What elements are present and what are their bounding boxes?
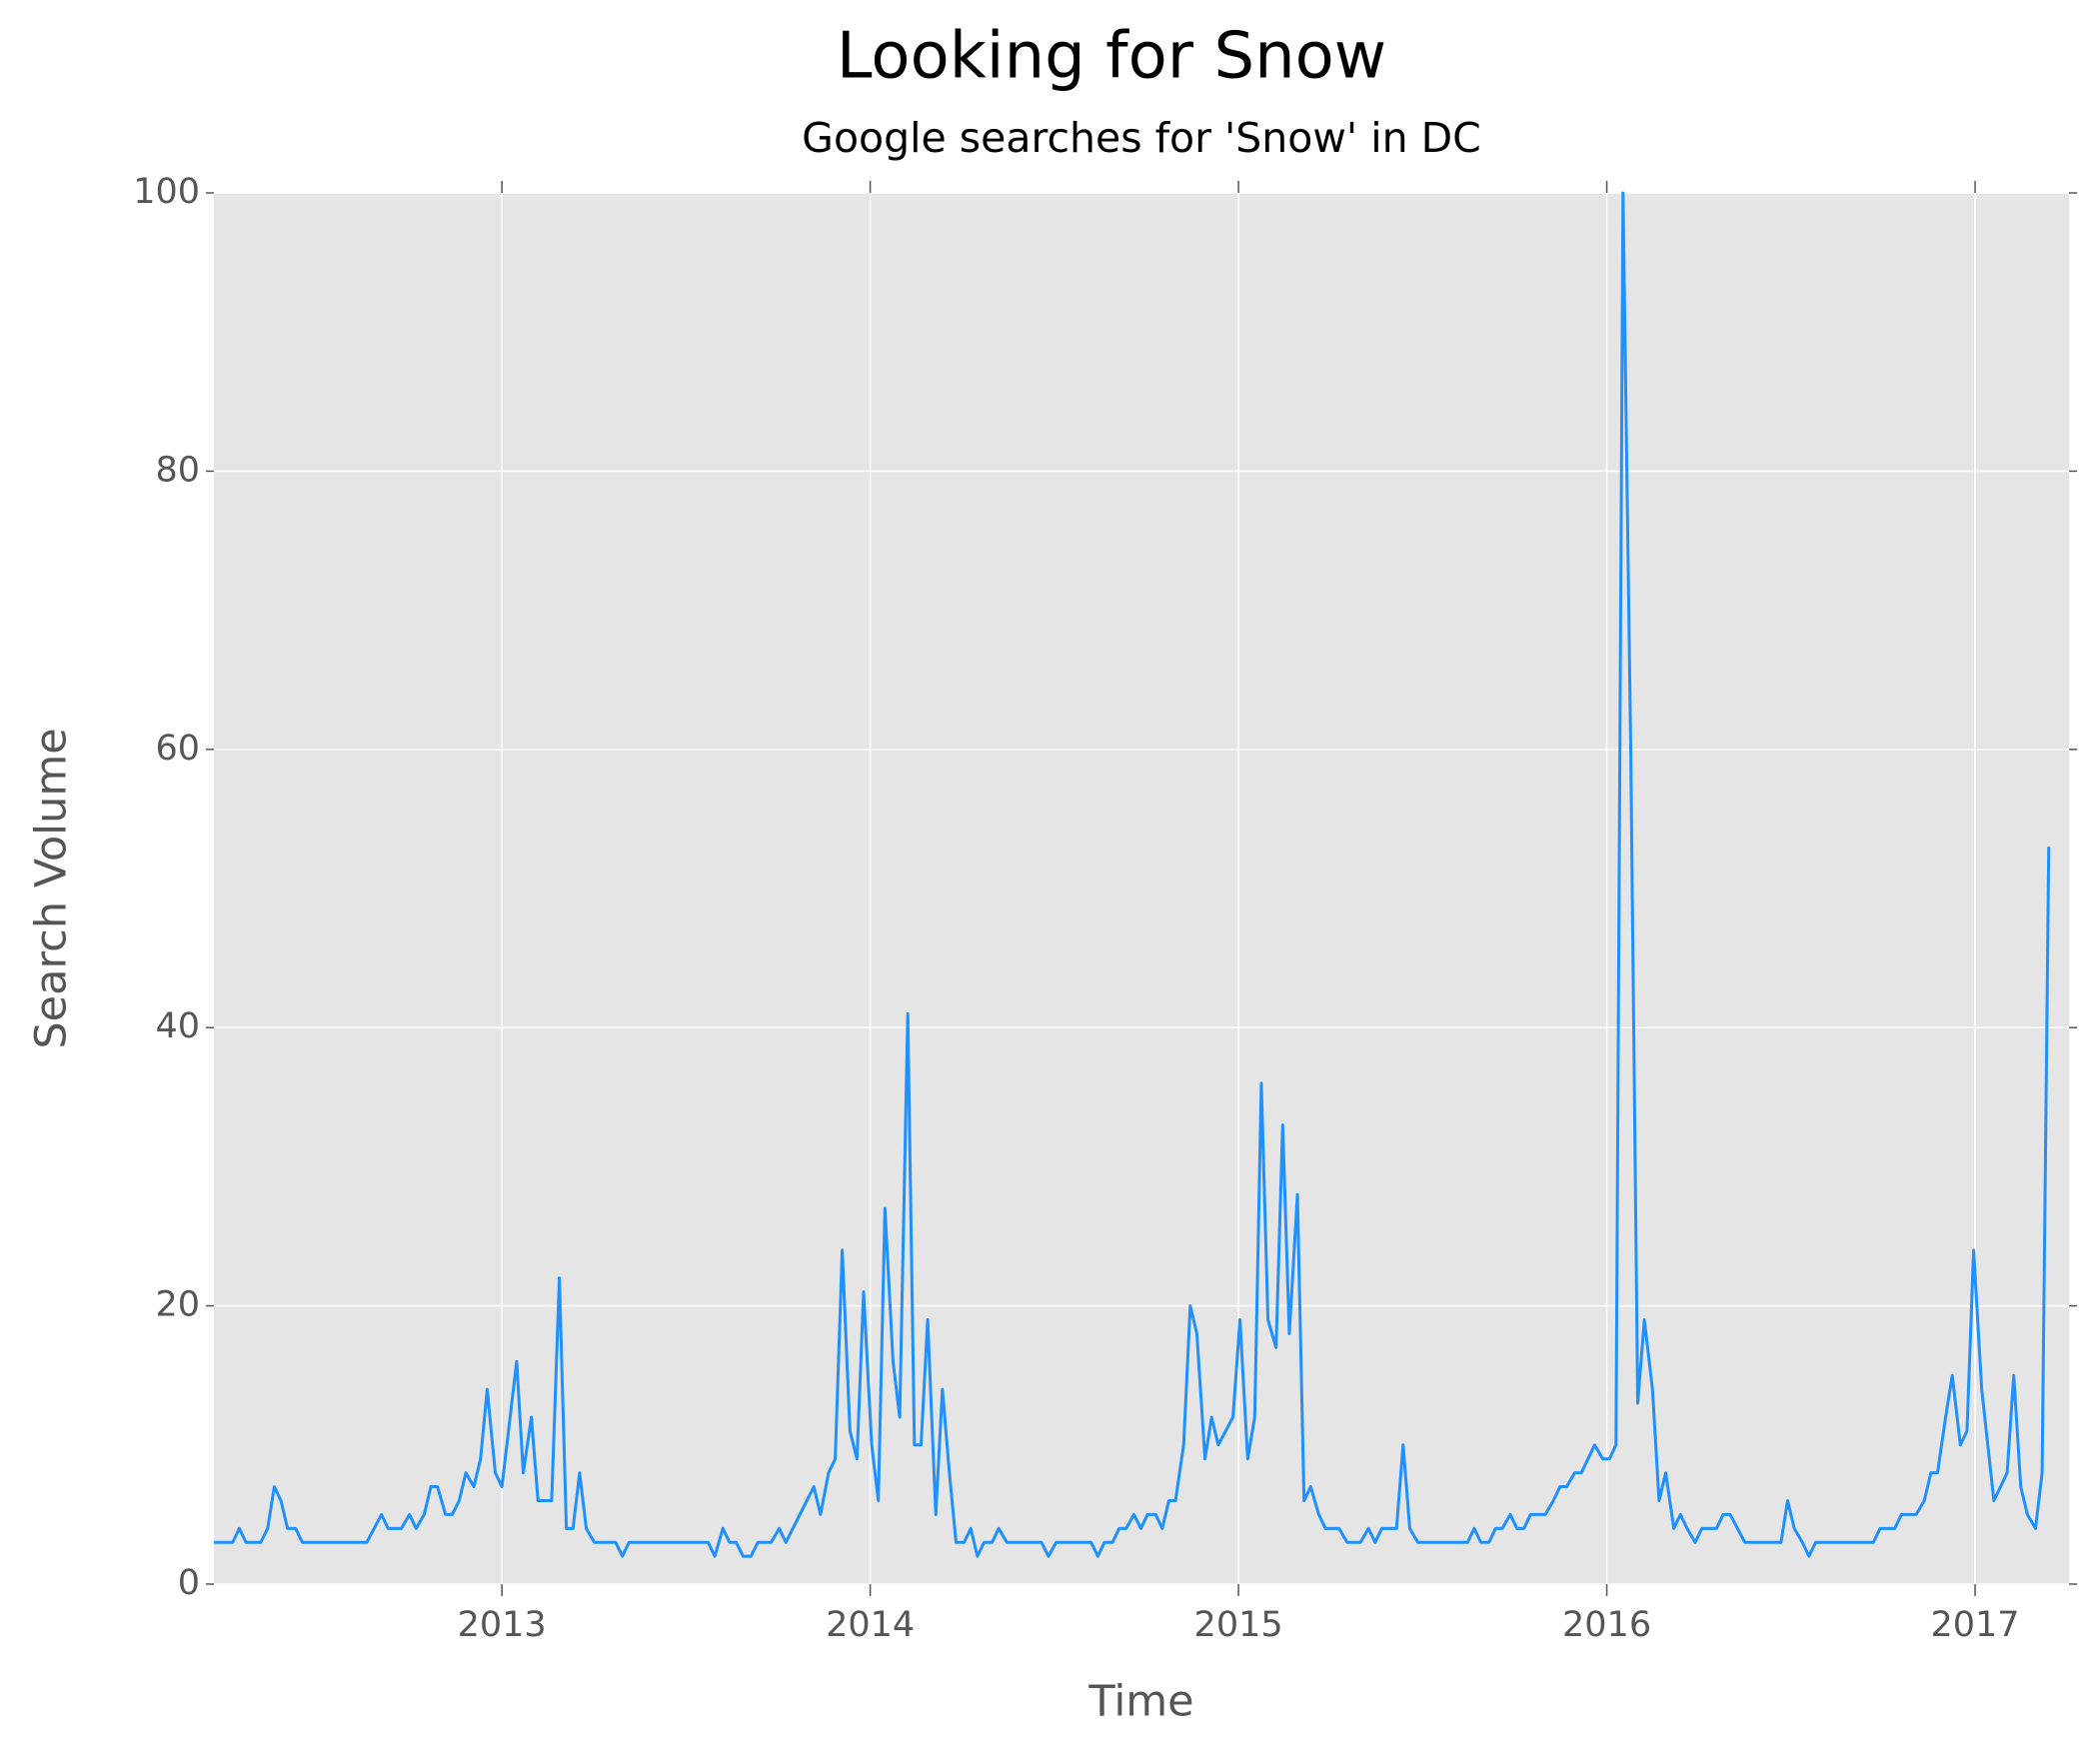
x-tick-label: 2015 bbox=[1194, 1605, 1283, 1645]
y-tick-label: 60 bbox=[155, 729, 200, 769]
y-tick-label: 20 bbox=[155, 1285, 200, 1325]
x-tick-label: 2014 bbox=[826, 1605, 915, 1645]
chart-subtitle: Google searches for 'Snow' in DC bbox=[802, 114, 1481, 162]
x-axis-label: Time bbox=[1087, 1677, 1193, 1727]
line bbox=[214, 191, 2051, 1558]
y-tick-label: 40 bbox=[155, 1006, 200, 1046]
x-tick-label: 2017 bbox=[1931, 1605, 2020, 1645]
plot-area bbox=[214, 193, 2069, 1584]
y-tick-label: 0 bbox=[178, 1563, 200, 1603]
x-tick-label: 2013 bbox=[458, 1605, 547, 1645]
x-tick-label: 2016 bbox=[1562, 1605, 1651, 1645]
y-tick-label: 100 bbox=[133, 172, 200, 212]
y-tick-label: 80 bbox=[155, 450, 200, 490]
chart-title: Looking for Snow bbox=[837, 20, 1386, 94]
y-axis-label: Search Volume bbox=[27, 728, 77, 1048]
